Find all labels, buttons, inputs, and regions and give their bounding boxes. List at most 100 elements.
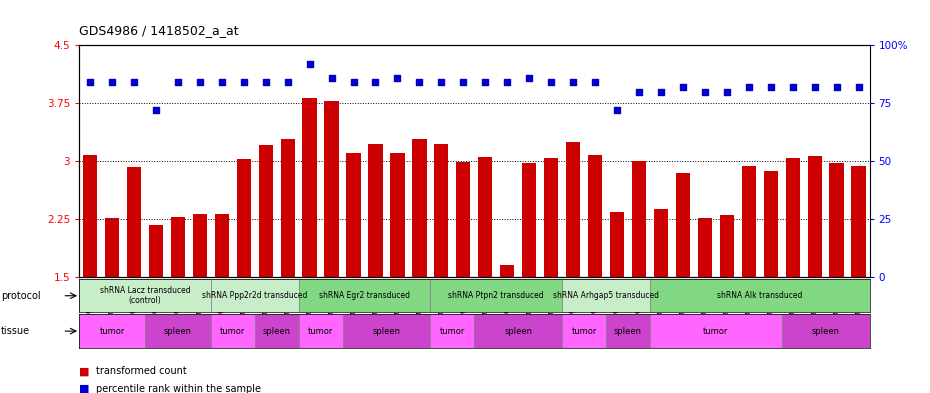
Point (675, 84, 690, 90)
Text: tumor: tumor (440, 327, 465, 336)
Bar (299, 279, 431, 312)
Point (588, 79, 603, 85)
Bar (852, 166, 866, 277)
Text: shRNA Arhgap5 transduced: shRNA Arhgap5 transduced (553, 291, 659, 300)
Point (83, 79, 98, 85)
Point (807, 84, 822, 90)
Point (609, 107, 624, 113)
Text: spleen: spleen (614, 327, 642, 336)
Text: spleen: spleen (373, 327, 401, 336)
Point (544, 79, 559, 85)
Point (631, 88, 646, 95)
Text: spleen: spleen (164, 327, 192, 336)
Bar (650, 314, 782, 348)
Bar (830, 163, 844, 277)
Point (499, 79, 514, 85)
Bar (434, 144, 448, 277)
Bar (126, 167, 141, 277)
Bar (325, 101, 339, 277)
Bar (650, 279, 870, 312)
Bar (698, 218, 712, 277)
Bar (606, 314, 650, 348)
Bar (236, 159, 251, 277)
Bar (474, 314, 562, 348)
Bar (544, 158, 558, 277)
Bar (299, 314, 342, 348)
Text: shRNA Ptpn2 transduced: shRNA Ptpn2 transduced (448, 291, 544, 300)
Bar (171, 217, 185, 277)
Point (764, 84, 778, 90)
Point (325, 75, 339, 81)
Point (851, 84, 866, 90)
Point (149, 107, 164, 113)
Point (236, 79, 251, 85)
Text: shRNA Lacz transduced
(control): shRNA Lacz transduced (control) (100, 286, 191, 305)
Bar (281, 140, 295, 277)
Bar (412, 140, 427, 277)
Bar (145, 314, 211, 348)
Point (412, 79, 427, 85)
Bar (562, 279, 650, 312)
Point (565, 79, 580, 85)
Point (390, 75, 405, 81)
Bar (676, 173, 690, 277)
Bar (588, 155, 603, 277)
Bar (478, 157, 492, 277)
Bar (215, 214, 229, 277)
Bar (500, 266, 514, 277)
Text: ■: ■ (79, 384, 89, 393)
Text: shRNA Egr2 transduced: shRNA Egr2 transduced (319, 291, 410, 300)
Bar (786, 158, 800, 277)
Point (214, 79, 229, 85)
Bar (562, 314, 606, 348)
Text: shRNA Ppp2r2d transduced: shRNA Ppp2r2d transduced (202, 291, 308, 300)
Bar (211, 314, 255, 348)
Bar (741, 166, 756, 277)
Bar (79, 314, 145, 348)
Point (193, 79, 207, 85)
Text: spleen: spleen (262, 327, 291, 336)
Text: spleen: spleen (812, 327, 840, 336)
Text: tumor: tumor (220, 327, 246, 336)
Point (654, 88, 669, 95)
Text: tumor: tumor (703, 327, 728, 336)
Bar (346, 153, 361, 277)
Bar (149, 224, 163, 277)
Bar (782, 314, 870, 348)
Bar (457, 162, 471, 277)
Text: transformed count: transformed count (96, 366, 187, 376)
Point (698, 88, 712, 95)
Text: shRNA Alk transduced: shRNA Alk transduced (717, 291, 803, 300)
Point (478, 79, 493, 85)
Point (259, 79, 273, 85)
Point (368, 79, 383, 85)
Point (720, 88, 735, 95)
Bar (391, 153, 405, 277)
Text: tumor: tumor (571, 327, 597, 336)
Bar (431, 279, 562, 312)
Bar (522, 163, 537, 277)
Point (522, 75, 537, 81)
Text: tumor: tumor (308, 327, 333, 336)
Point (456, 79, 471, 85)
Bar (764, 171, 777, 277)
Bar (83, 155, 97, 277)
Bar (654, 209, 668, 277)
Bar (610, 212, 624, 277)
Text: percentile rank within the sample: percentile rank within the sample (96, 384, 260, 393)
Bar (807, 156, 822, 277)
Bar (255, 314, 299, 348)
Point (280, 79, 295, 85)
Point (741, 84, 756, 90)
Bar (259, 145, 272, 277)
Bar (302, 98, 317, 277)
Bar (105, 219, 119, 277)
Point (104, 79, 119, 85)
Point (830, 84, 844, 90)
Text: spleen: spleen (504, 327, 532, 336)
Text: tissue: tissue (1, 326, 30, 336)
Point (785, 84, 800, 90)
Bar (211, 279, 299, 312)
Text: GDS4986 / 1418502_a_at: GDS4986 / 1418502_a_at (79, 24, 239, 37)
Point (170, 79, 185, 85)
